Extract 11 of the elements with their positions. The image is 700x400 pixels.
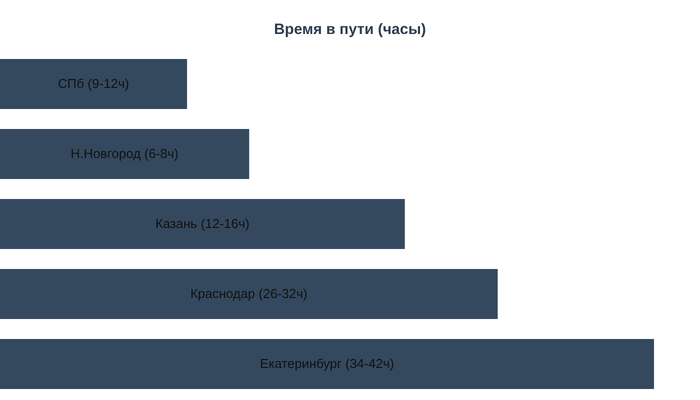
y-tick-label: Казань (12-16ч) — [155, 216, 250, 231]
y-tick-label: Екатеринбург (34-42ч) — [260, 356, 394, 372]
y-tick-label: Н.Новгород (6-8ч) — [70, 146, 178, 161]
y-tick-label: Краснодар (26-32ч) — [190, 286, 308, 301]
bar — [0, 269, 498, 319]
text: Время в пути (часы) — [274, 21, 426, 38]
bar — [0, 199, 405, 249]
bar — [0, 58, 188, 109]
bar — [0, 339, 654, 390]
bar — [0, 129, 250, 179]
y-tick-label: СПб (9-12ч) — [58, 76, 130, 91]
